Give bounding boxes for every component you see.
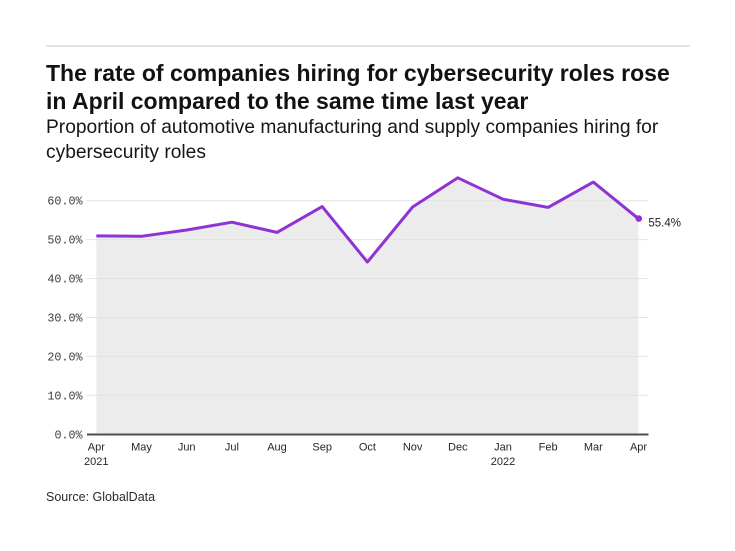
svg-text:40.0%: 40.0% — [47, 273, 83, 287]
svg-text:0.0%: 0.0% — [54, 429, 83, 443]
svg-text:Nov: Nov — [403, 441, 423, 453]
svg-text:Sep: Sep — [312, 441, 332, 453]
svg-text:Apr: Apr — [88, 441, 105, 453]
svg-text:30.0%: 30.0% — [47, 312, 83, 326]
svg-text:60.0%: 60.0% — [47, 195, 83, 209]
svg-text:Mar: Mar — [584, 441, 603, 453]
svg-text:May: May — [131, 441, 152, 453]
svg-text:55.4%: 55.4% — [648, 217, 681, 229]
svg-text:Apr: Apr — [630, 441, 647, 453]
svg-text:2022: 2022 — [491, 456, 515, 468]
svg-text:Jun: Jun — [178, 441, 196, 453]
svg-text:Oct: Oct — [359, 441, 376, 453]
svg-text:50.0%: 50.0% — [47, 234, 83, 248]
svg-text:2021: 2021 — [84, 456, 108, 468]
svg-text:Feb: Feb — [539, 441, 558, 453]
svg-text:Jan: Jan — [494, 441, 512, 453]
svg-text:10.0%: 10.0% — [47, 389, 83, 403]
svg-text:Aug: Aug — [267, 441, 287, 453]
svg-text:Dec: Dec — [448, 441, 468, 453]
svg-text:20.0%: 20.0% — [47, 350, 83, 364]
svg-text:Jul: Jul — [225, 441, 239, 453]
